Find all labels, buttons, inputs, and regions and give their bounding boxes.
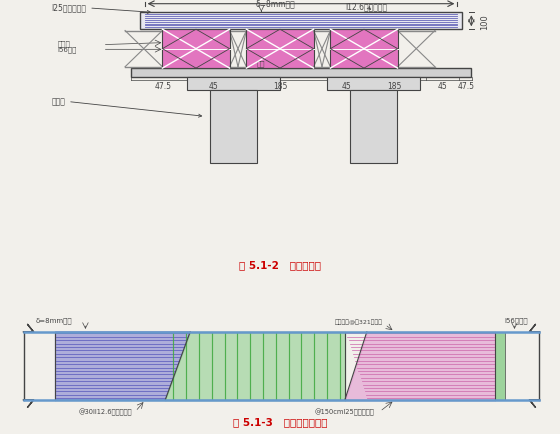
Text: 45: 45 [342,82,352,91]
Text: 600: 600 [292,0,310,2]
Text: 三排桁架@距321天桁架: 三排桁架@距321天桁架 [335,319,383,325]
Bar [326,78,420,90]
Polygon shape [165,332,345,400]
Text: 45: 45 [208,82,218,91]
Text: 图 5.1-3   栈桥标准剖面图: 图 5.1-3 栈桥标准剖面图 [233,417,327,427]
Text: I25横向分配梁: I25横向分配梁 [52,3,150,14]
Text: 45: 45 [437,82,447,91]
Text: @30II12.6纵向分配梁: @30II12.6纵向分配梁 [78,408,132,415]
Text: δ=8mm钢板: δ=8mm钢板 [35,316,72,323]
Bar [330,30,398,69]
Text: δ=8mm钢板: δ=8mm钢板 [255,0,295,9]
Text: 钢管桩: 钢管桩 [52,97,202,118]
Polygon shape [345,332,494,400]
Text: 桁架: 桁架 [257,60,265,66]
Text: 185: 185 [273,82,287,91]
Text: I56横梁: I56横梁 [58,46,77,53]
Text: I56下横梁: I56下横梁 [505,316,528,323]
Bar [140,13,462,30]
Bar [162,30,230,69]
Bar [130,69,472,78]
Bar [246,30,314,69]
Polygon shape [55,332,190,400]
Text: 图 5.1-2   栈桥断面图: 图 5.1-2 栈桥断面图 [239,260,321,270]
Text: @150cmI25横向分配梁: @150cmI25横向分配梁 [315,408,375,415]
Bar [350,90,396,164]
Text: I12.6纵向分配梁: I12.6纵向分配梁 [346,2,388,11]
Bar [210,90,256,164]
Bar [186,78,280,90]
Bar [494,332,505,400]
Text: 贝雷梁: 贝雷梁 [58,40,71,47]
Text: 100: 100 [480,14,489,30]
Text: 47.5: 47.5 [457,82,474,91]
Text: 185: 185 [388,82,402,91]
Text: 47.5: 47.5 [155,82,172,91]
